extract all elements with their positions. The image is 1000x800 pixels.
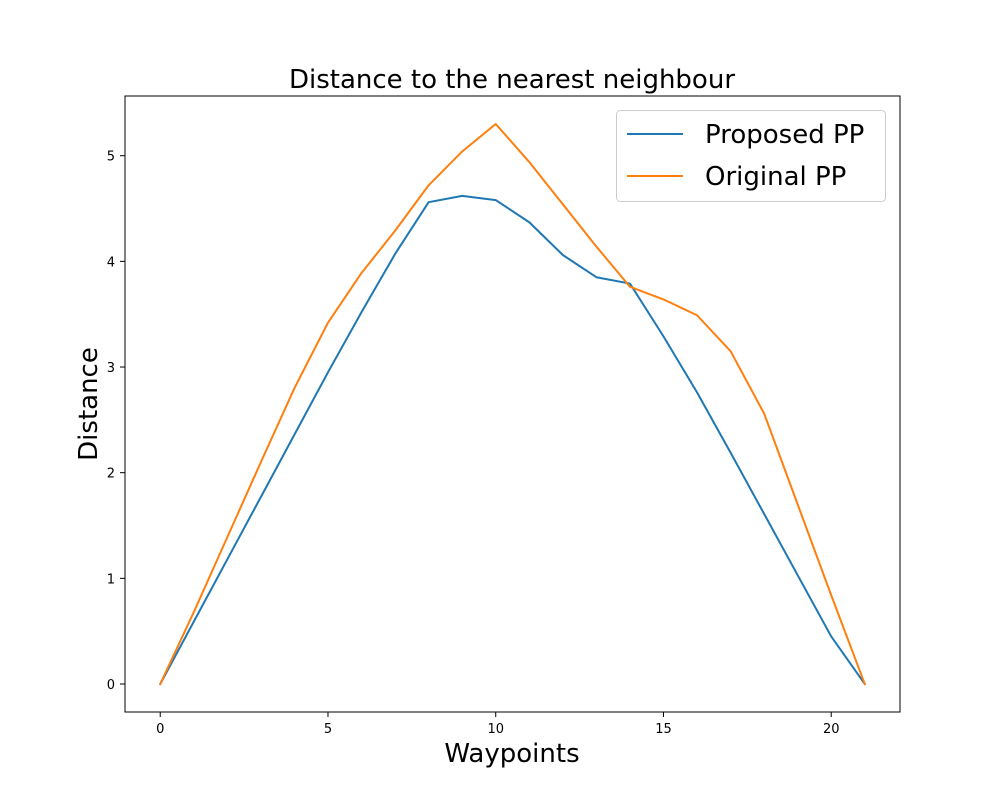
- x-axis: 0 5 10 15 20: [156, 712, 839, 737]
- plot-area: [124, 95, 901, 713]
- x-tick-label: 20: [823, 722, 840, 737]
- x-tick-label: 15: [655, 722, 672, 737]
- y-tick-label: 0: [107, 678, 115, 693]
- series-line-1: [158, 194, 867, 686]
- x-tick-label: 0: [156, 722, 164, 737]
- y-tick-label: 5: [107, 150, 115, 165]
- x-tick-label: 10: [487, 722, 504, 737]
- y-tick-label: 1: [107, 572, 115, 587]
- y-tick-label: 2: [107, 467, 115, 482]
- series-layer: [158, 123, 867, 686]
- chart-title: Distance to the nearest neighbour: [289, 65, 735, 95]
- x-axis-label: Waypoints: [444, 739, 579, 769]
- legend: Proposed PP Original PP: [616, 110, 886, 202]
- x-tick-label: 5: [324, 722, 332, 737]
- legend-label-1: Proposed PP: [705, 120, 864, 150]
- legend-box: [616, 110, 886, 202]
- legend-label-2: Original PP: [705, 162, 846, 192]
- y-axis-label: Distance: [74, 347, 104, 461]
- series-line-2: [158, 123, 867, 686]
- y-axis: 0 1 2 3 4 5: [107, 150, 125, 693]
- y-tick-label: 3: [107, 361, 115, 376]
- y-tick-label: 4: [107, 255, 115, 270]
